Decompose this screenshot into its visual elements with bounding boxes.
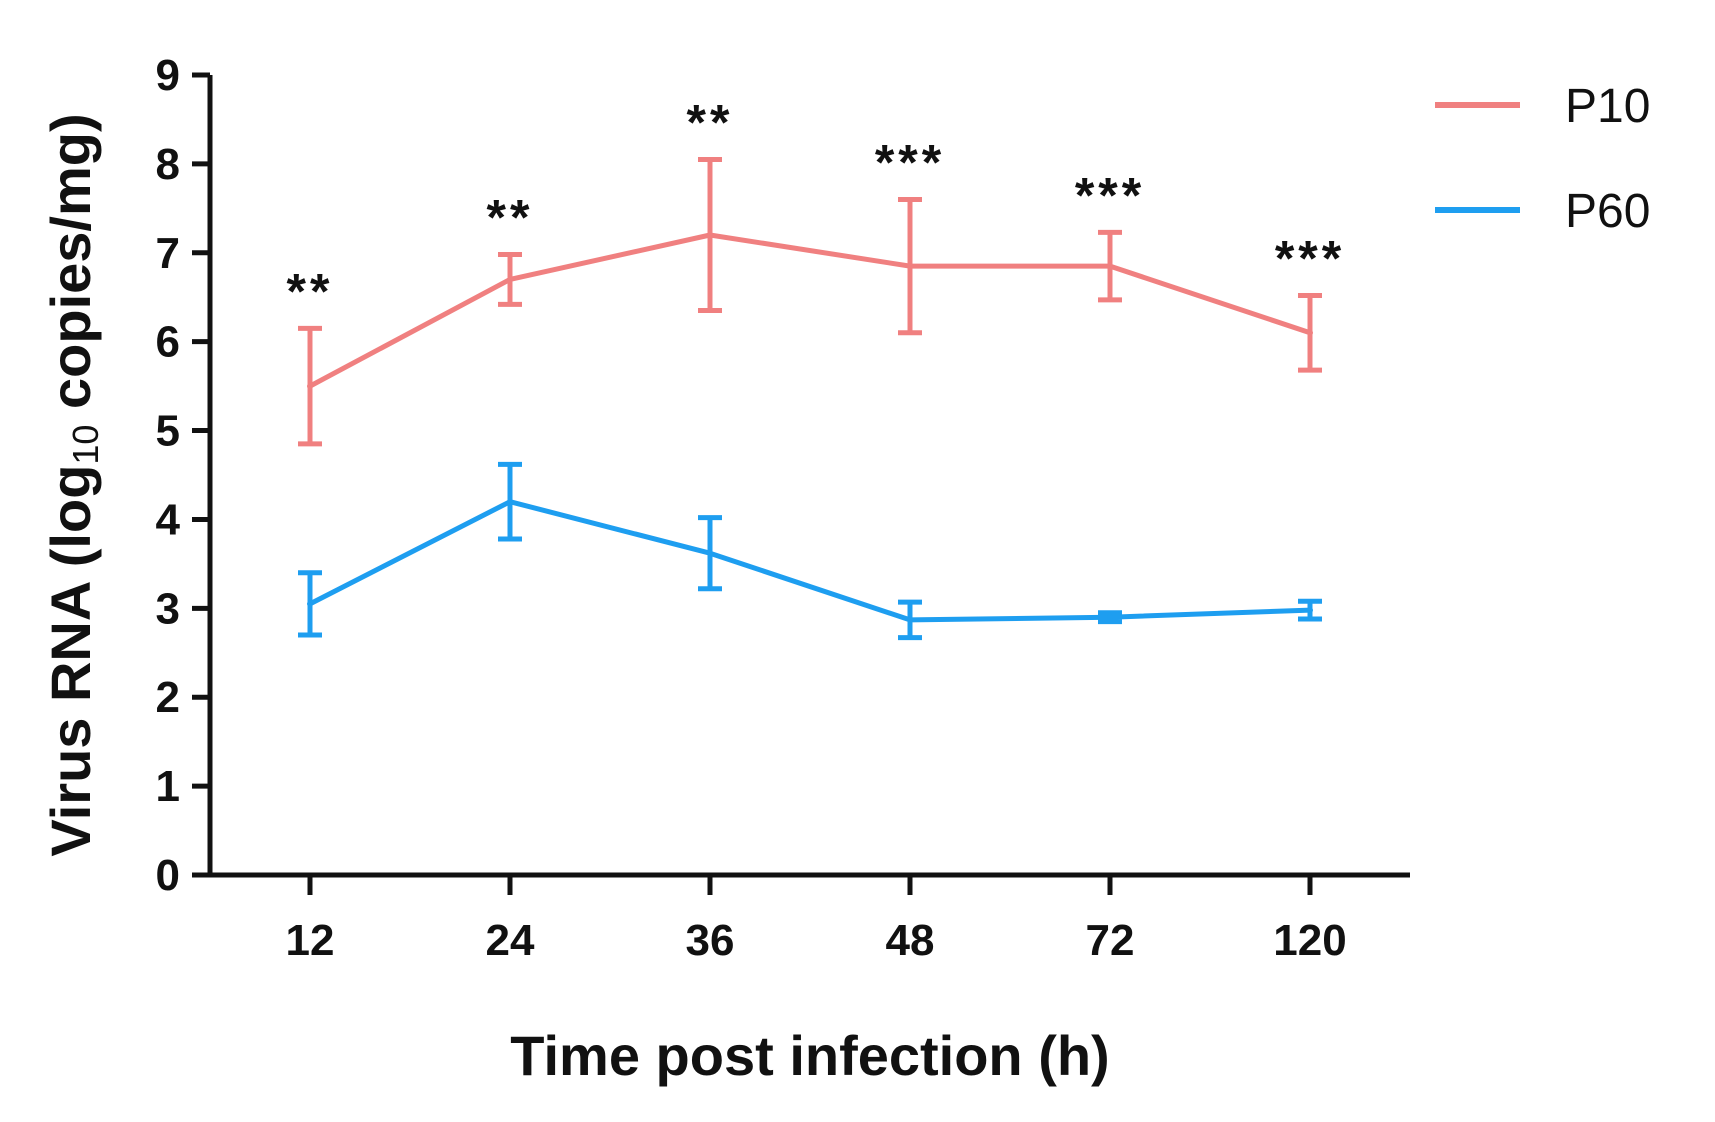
significance-label: ***	[1275, 230, 1345, 286]
error-bar-p60	[898, 599, 922, 641]
y-tick-label: 3	[156, 584, 180, 633]
x-tick-label: 12	[286, 916, 335, 965]
data-point-p10	[1107, 263, 1113, 270]
error-bar-p60	[498, 461, 522, 542]
y-tick-label: 6	[156, 318, 180, 367]
significance-label: **	[487, 190, 534, 246]
x-tick-label: 36	[686, 916, 735, 965]
data-point-p60	[1107, 614, 1113, 621]
y-tick-label: 0	[156, 851, 180, 900]
series-line-p60	[308, 499, 1311, 623]
y-tick-label: 8	[156, 140, 180, 189]
data-point-p10	[707, 232, 713, 238]
x-axis-title: Time post infection (h)	[510, 1024, 1109, 1087]
legend-label-p10: P10	[1565, 80, 1650, 133]
series-layer	[298, 156, 1322, 641]
x-axis-ticks: 12 24 36 48 72 120	[286, 875, 1347, 965]
data-point-p60	[307, 600, 313, 607]
data-point-p60	[507, 498, 513, 505]
error-bar-p10	[698, 156, 722, 314]
series-p10	[298, 156, 1322, 447]
series-p60	[298, 461, 1322, 641]
error-bar-p60	[1298, 598, 1322, 622]
error-bar-p60	[298, 570, 322, 638]
y-tick-label: 9	[156, 51, 180, 100]
x-tick-label: 48	[886, 916, 935, 965]
x-tick-label: 72	[1086, 916, 1135, 965]
significance-label: **	[287, 263, 334, 319]
significance-label: **	[687, 94, 734, 150]
y-tick-label: 2	[156, 673, 180, 722]
significance-layer: ***************	[287, 94, 1345, 319]
x-tick-label: 120	[1273, 916, 1346, 965]
data-point-p10	[307, 383, 313, 390]
error-bar-p10	[1298, 292, 1322, 373]
data-point-p10	[507, 276, 513, 283]
significance-label: ***	[875, 134, 945, 190]
error-bar-p60	[1098, 610, 1122, 625]
error-bar-p10	[1098, 229, 1122, 303]
axes	[207, 75, 1410, 878]
y-axis-ticks: 0 1 2 3 4 5 6 7 8 9	[156, 51, 210, 900]
legend-label-p60: P60	[1565, 185, 1650, 238]
data-point-p60	[1307, 607, 1313, 614]
y-tick-label: 4	[156, 495, 181, 544]
data-point-p60	[907, 616, 913, 623]
x-tick-label: 24	[486, 916, 535, 965]
data-point-p10	[907, 263, 913, 270]
data-point-p60	[707, 550, 713, 557]
error-bar-p60	[698, 515, 722, 592]
y-tick-label: 1	[156, 762, 180, 811]
significance-label: ***	[1075, 167, 1145, 223]
error-bar-p10	[498, 252, 522, 307]
y-axis-title: Virus RNA (log10 copies/mg)	[39, 113, 106, 856]
legend: P10 P60	[1435, 80, 1650, 238]
y-axis-title-sub: 10	[65, 425, 106, 465]
y-axis-title-main: Virus RNA (log	[39, 465, 102, 857]
series-line-p10	[308, 232, 1311, 389]
y-tick-label: 5	[156, 407, 180, 456]
data-point-p10	[1307, 329, 1313, 336]
error-bar-p10	[898, 196, 922, 336]
error-bar-p10	[298, 325, 322, 447]
y-axis-title-rest: copies/mg)	[39, 113, 102, 424]
y-tick-label: 7	[156, 229, 180, 278]
